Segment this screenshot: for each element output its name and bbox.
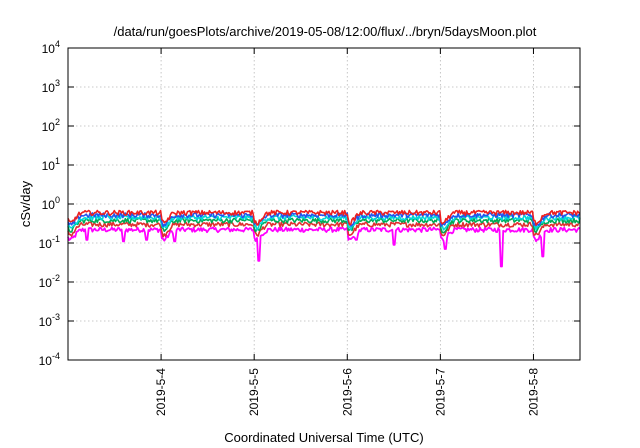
- x-tick-label: 2019-5-5: [247, 368, 261, 416]
- x-ticks: 2019-5-4 2019-5-5 2019-5-6 2019-5-7 2019-5-8: [154, 48, 540, 416]
- y-tick-label: 100: [42, 195, 60, 212]
- y-tick-label: 10-3: [39, 312, 60, 329]
- y-tick-label: 10-2: [39, 273, 60, 290]
- y-tick-label: 102: [42, 117, 60, 134]
- grid: [68, 48, 580, 360]
- chart-title: /data/run/goesPlots/archive/2019-05-08/1…: [114, 24, 537, 39]
- y-tick-label: 101: [42, 156, 60, 173]
- x-tick-label: 2019-5-4: [154, 368, 168, 416]
- y-tick-label: 103: [42, 78, 60, 95]
- x-axis-label: Coordinated Universal Time (UTC): [224, 430, 423, 445]
- y-tick-label: 10-4: [39, 351, 60, 368]
- series-group: [67, 209, 581, 268]
- y-ticks: 10-4 10-3 10-2 10-1 100 101 102 103 104: [39, 39, 580, 368]
- series-line: [67, 209, 581, 226]
- y-tick-label: 104: [42, 39, 60, 56]
- x-tick-label: 2019-5-6: [340, 368, 354, 416]
- series-line: [67, 221, 581, 238]
- x-tick-label: 2019-5-8: [526, 368, 540, 416]
- y-axis-label: cSv/day: [18, 180, 33, 227]
- y-tick-label: 10-1: [39, 234, 60, 251]
- series-line: [67, 226, 581, 268]
- x-tick-label: 2019-5-7: [433, 368, 447, 416]
